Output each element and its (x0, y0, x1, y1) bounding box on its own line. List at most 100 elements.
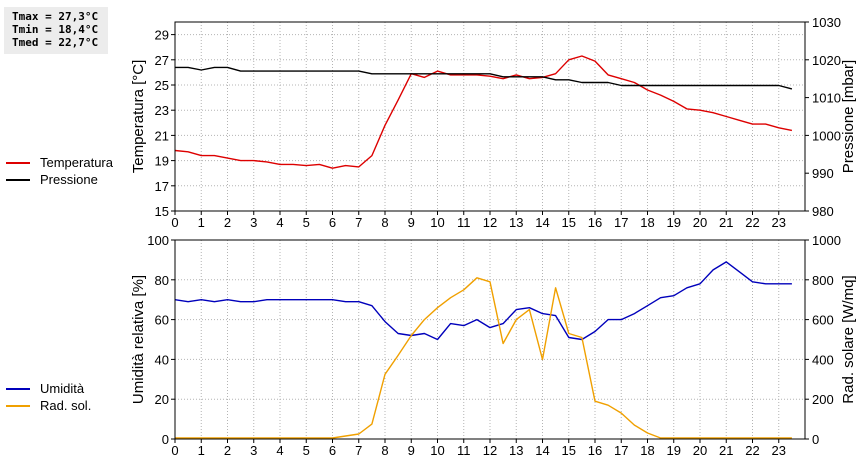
xtick-label-bottom-4: 4 (276, 443, 283, 458)
y2label-bottom: Rad. solare [W/mq] (840, 275, 857, 403)
xtick-label-bottom-13: 13 (509, 443, 523, 458)
xtick-label-top-3: 3 (250, 215, 257, 230)
legend-swatch-temperatura (6, 161, 30, 164)
series-line-bottom-rad-sol- (175, 277, 792, 439)
plot-area-top (175, 22, 805, 211)
tmax-text: Tmax = 27,3°C (12, 10, 99, 23)
xtick-label-top-22: 22 (745, 215, 759, 230)
ytick-label-bottom-0: 0 (162, 432, 169, 447)
xtick-label-top-12: 12 (483, 215, 497, 230)
xtick-label-bottom-15: 15 (562, 443, 576, 458)
xtick-label-bottom-5: 5 (303, 443, 310, 458)
legend-item-temperatura: Temperatura (6, 154, 113, 171)
y2tick-label-bottom-0: 0 (812, 432, 819, 447)
xtick-label-bottom-16: 16 (588, 443, 602, 458)
series-line-bottom-umidit- (174, 261, 792, 341)
xtick-label-bottom-2: 2 (224, 443, 231, 458)
xtick-label-top-14: 14 (535, 215, 549, 230)
ytick-label-top-23: 23 (155, 103, 169, 118)
legend-swatch-umidita (6, 387, 30, 390)
y2tick-label-top-1000: 1000 (812, 128, 841, 143)
xtick-label-top-19: 19 (667, 215, 681, 230)
xtick-label-top-20: 20 (693, 215, 707, 230)
xtick-label-bottom-3: 3 (250, 443, 257, 458)
xtick-label-bottom-12: 12 (483, 443, 497, 458)
y2tick-label-bottom-1000: 1000 (812, 233, 841, 248)
legend-item-umidita: Umidità (6, 380, 91, 397)
y2tick-label-bottom-400: 400 (812, 352, 834, 367)
y2tick-label-top-980: 980 (812, 204, 834, 219)
series-line-top-temperatura (174, 55, 793, 169)
ytick-label-top-17: 17 (155, 179, 169, 194)
legend-swatch-pressione (6, 178, 30, 181)
xtick-label-top-9: 9 (408, 215, 415, 230)
xtick-label-bottom-14: 14 (535, 443, 549, 458)
xtick-label-bottom-21: 21 (719, 443, 733, 458)
xtick-label-top-4: 4 (276, 215, 283, 230)
xtick-label-bottom-18: 18 (640, 443, 654, 458)
xtick-label-top-13: 13 (509, 215, 523, 230)
ytick-label-top-15: 15 (155, 204, 169, 219)
legend-item-rad-sol: Rad. sol. (6, 397, 91, 414)
xtick-label-bottom-0: 0 (171, 443, 178, 458)
xtick-label-bottom-9: 9 (408, 443, 415, 458)
xtick-label-top-1: 1 (198, 215, 205, 230)
series-line-top-pressione (175, 66, 793, 90)
xtick-label-top-6: 6 (329, 215, 336, 230)
xtick-label-top-11: 11 (457, 215, 471, 230)
plot-frame-top (174, 21, 806, 212)
xtick-label-top-17: 17 (614, 215, 628, 230)
xtick-label-top-16: 16 (588, 215, 602, 230)
legend-swatch-rad-sol (6, 404, 30, 407)
xtick-label-bottom-6: 6 (329, 443, 336, 458)
y2tick-label-bottom-600: 600 (812, 313, 834, 328)
ytick-label-bottom-80: 80 (155, 273, 169, 288)
xtick-label-top-5: 5 (303, 215, 310, 230)
xtick-label-top-18: 18 (640, 215, 654, 230)
ytick-label-bottom-40: 40 (155, 352, 169, 367)
ytick-label-bottom-20: 20 (155, 392, 169, 407)
xtick-label-top-2: 2 (224, 215, 231, 230)
y2tick-label-top-1020: 1020 (812, 53, 841, 68)
ytick-label-top-27: 27 (155, 53, 169, 68)
xtick-label-top-7: 7 (355, 215, 362, 230)
xtick-label-top-21: 21 (719, 215, 733, 230)
y2tick-label-bottom-800: 800 (812, 273, 834, 288)
xtick-label-bottom-19: 19 (667, 443, 681, 458)
legend-label-rad-sol: Rad. sol. (40, 398, 92, 413)
y2label-top: Pressione [mbar] (840, 60, 857, 173)
ytick-label-top-25: 25 (155, 78, 169, 93)
legend-bottom: Umidità Rad. sol. (6, 380, 91, 414)
y2tick-label-top-990: 990 (812, 166, 834, 181)
legend-item-pressione: Pressione (6, 171, 113, 188)
xtick-label-top-15: 15 (562, 215, 576, 230)
y2tick-label-bottom-200: 200 (812, 392, 834, 407)
xtick-label-top-23: 23 (772, 215, 786, 230)
ylabel-bottom: Umidità relativa [%] (130, 275, 147, 404)
y2tick-label-top-1030: 1030 (812, 15, 841, 30)
legend-label-pressione: Pressione (40, 172, 98, 187)
xtick-label-bottom-1: 1 (198, 443, 205, 458)
xtick-label-bottom-11: 11 (457, 443, 471, 458)
y2tick-label-top-1010: 1010 (812, 91, 841, 106)
xtick-label-top-0: 0 (171, 215, 178, 230)
xtick-label-bottom-7: 7 (355, 443, 362, 458)
xtick-label-bottom-22: 22 (745, 443, 759, 458)
xtick-label-bottom-20: 20 (693, 443, 707, 458)
ytick-label-top-21: 21 (155, 128, 169, 143)
legend-top: Temperatura Pressione (6, 154, 113, 188)
xtick-label-top-8: 8 (381, 215, 388, 230)
tmin-text: Tmin = 18,4°C (12, 23, 99, 36)
ytick-label-bottom-100: 100 (147, 233, 169, 248)
xtick-label-bottom-10: 10 (430, 443, 444, 458)
ytick-label-top-19: 19 (155, 154, 169, 169)
legend-label-umidita: Umidità (40, 381, 85, 396)
xtick-label-bottom-17: 17 (614, 443, 628, 458)
tmed-text: Tmed = 22,7°C (12, 36, 99, 49)
ytick-label-top-29: 29 (155, 28, 169, 43)
legend-label-temperatura: Temperatura (40, 155, 113, 170)
ytick-label-bottom-60: 60 (155, 313, 169, 328)
xtick-label-bottom-23: 23 (772, 443, 786, 458)
xtick-label-top-10: 10 (430, 215, 444, 230)
